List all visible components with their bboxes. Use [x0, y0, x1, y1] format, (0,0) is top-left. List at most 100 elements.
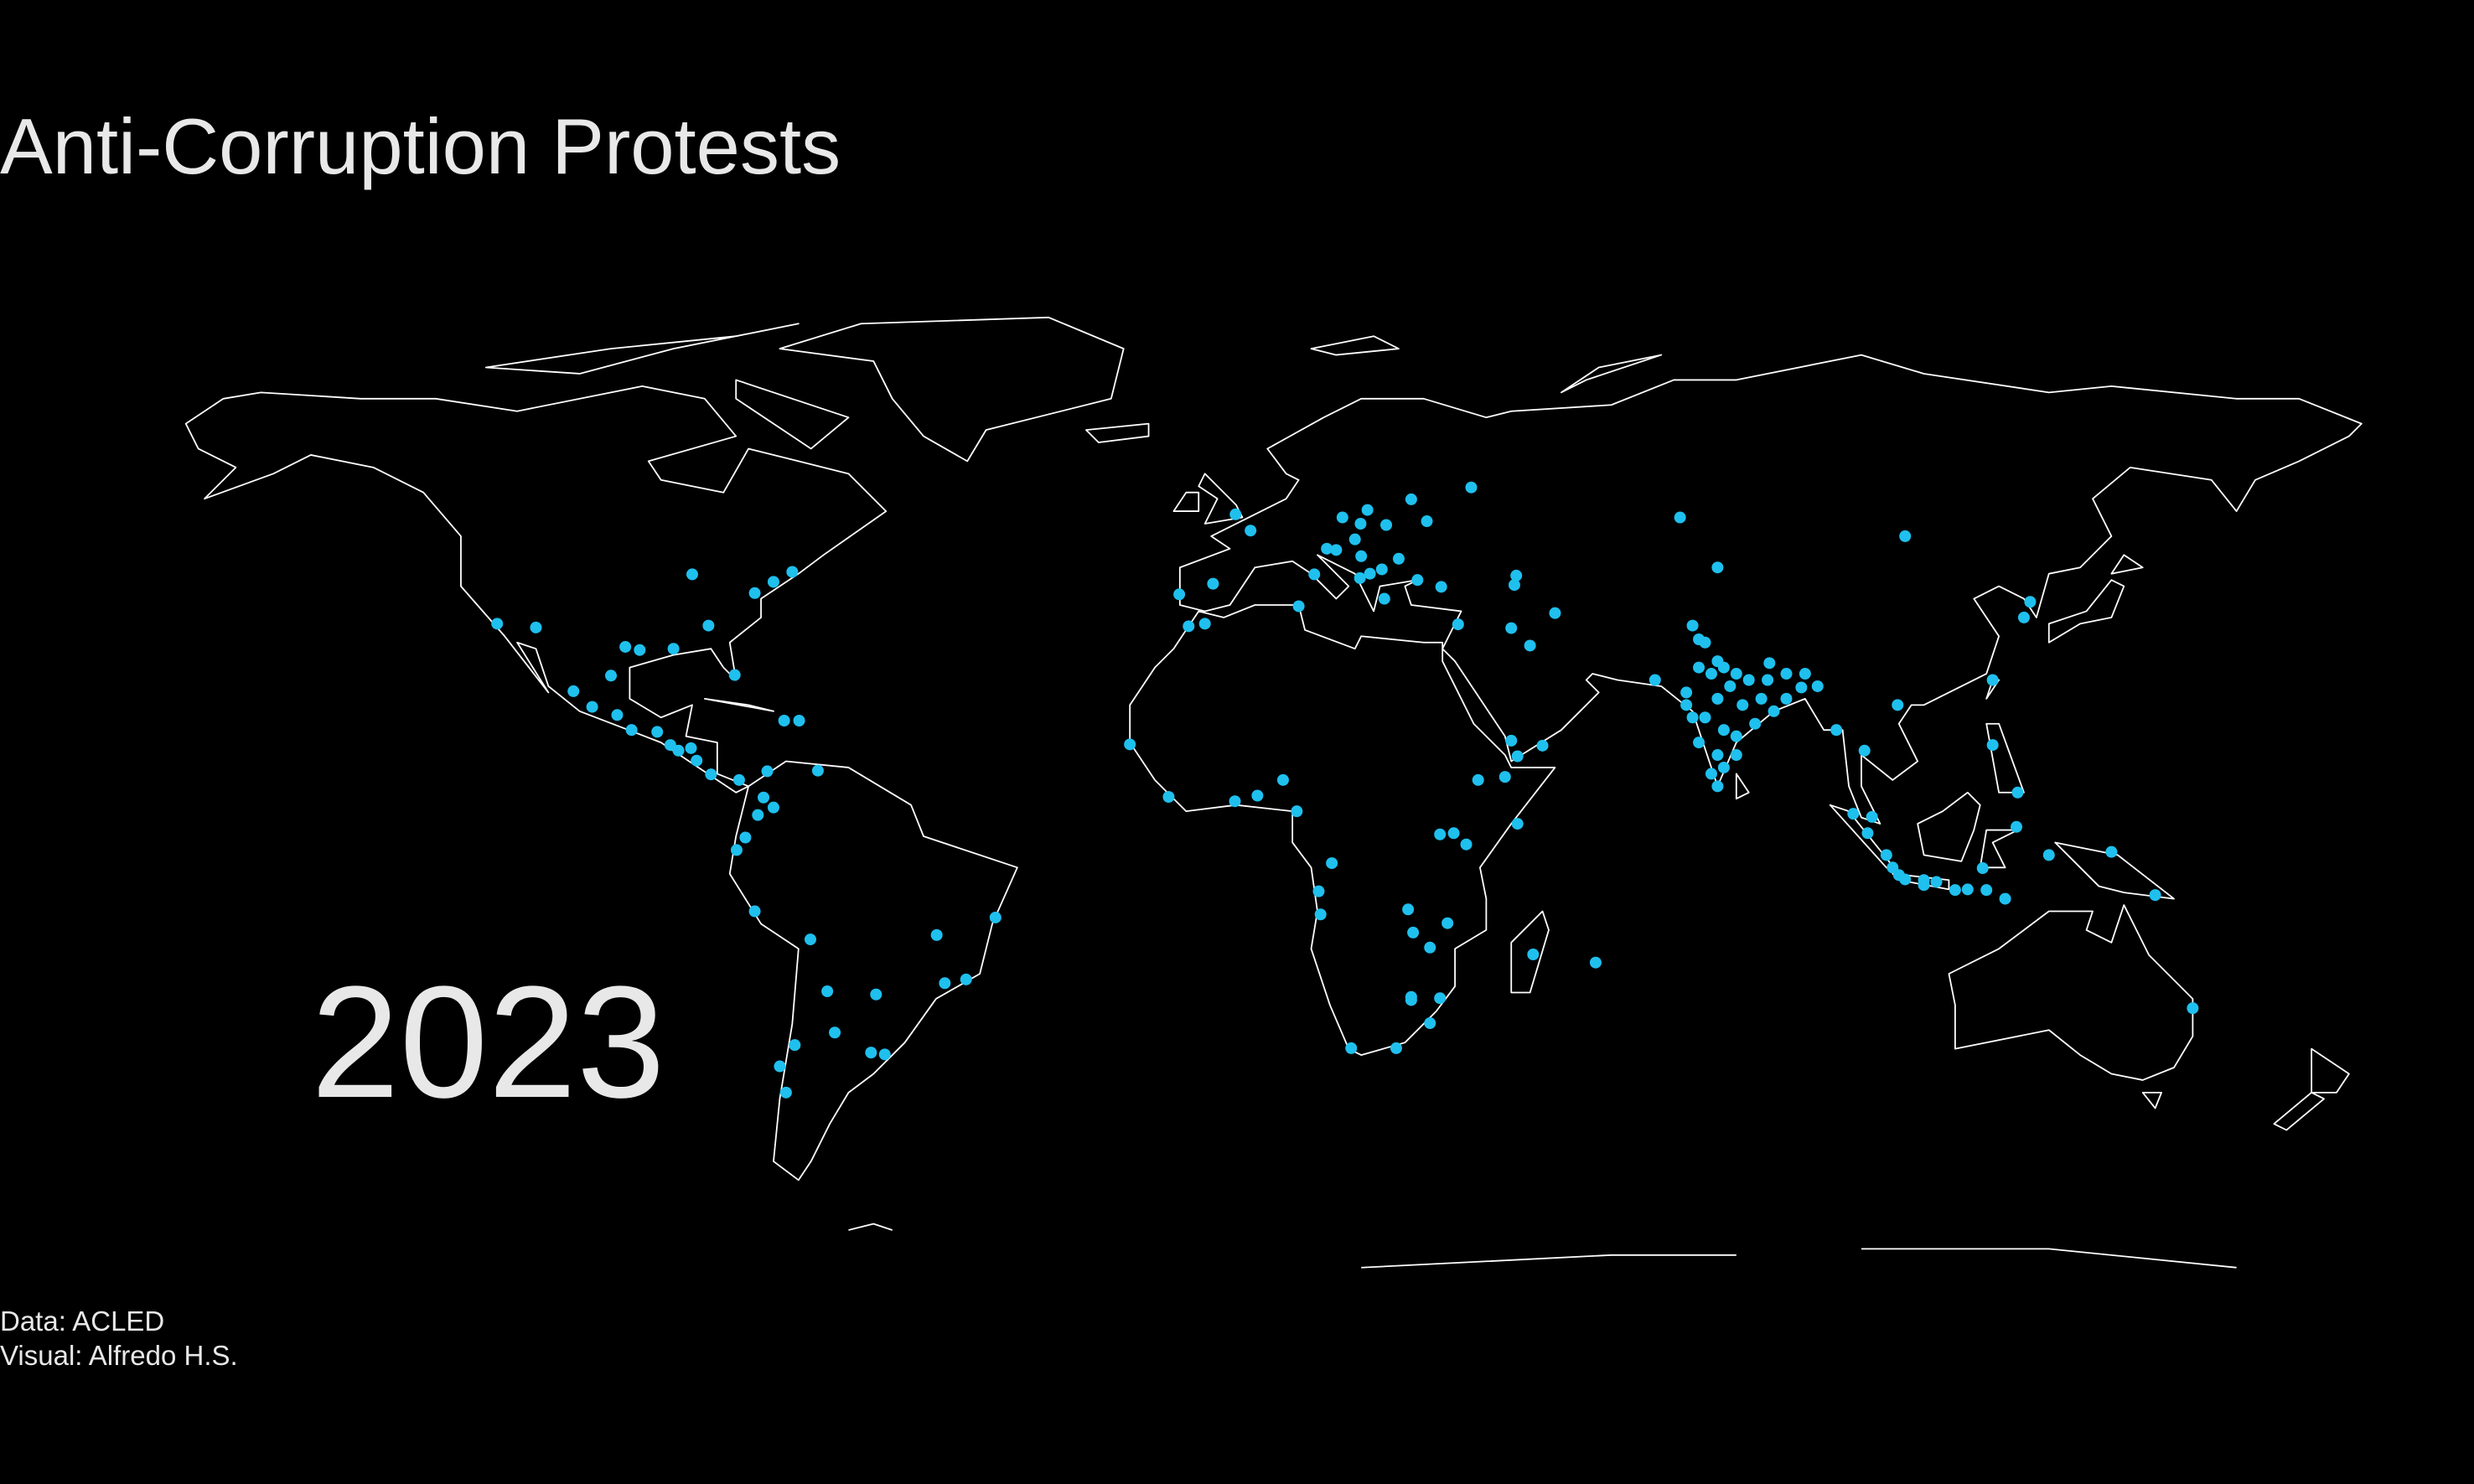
protest-event: [1711, 561, 1724, 574]
antarctica: [848, 1224, 892, 1230]
protest-event: [728, 669, 741, 681]
protest-event: [1930, 876, 1943, 888]
protest-event: [691, 754, 703, 767]
svalbard: [1312, 336, 1399, 354]
protest-event: [1402, 903, 1415, 916]
protest-event: [1447, 827, 1460, 840]
protest-event: [1866, 810, 1878, 823]
protest-event: [1336, 511, 1348, 524]
borneo: [1918, 793, 1980, 861]
protest-event: [611, 709, 624, 721]
protest-event: [1780, 692, 1793, 705]
protest-event: [2042, 849, 2055, 861]
protest-event: [778, 714, 790, 726]
protest-event: [1811, 680, 1824, 692]
protest-event: [1736, 699, 1749, 711]
protest-event: [1498, 771, 1511, 783]
protest-event: [1312, 885, 1325, 897]
protest-event: [767, 801, 779, 814]
protest-event: [1405, 493, 1417, 505]
protest-event: [586, 701, 598, 713]
protest-event: [1674, 511, 1686, 524]
protest-event: [1589, 956, 1602, 969]
protest-event: [1680, 686, 1693, 699]
britain: [1198, 473, 1242, 524]
protest-event: [1961, 883, 1974, 896]
protest-event: [2105, 845, 2118, 858]
protest-event: [804, 933, 816, 946]
protest-event: [1314, 908, 1327, 921]
protest-event: [1861, 827, 1874, 840]
protest-event: [1730, 730, 1742, 742]
event-layer: [491, 481, 2199, 1099]
antarctica: [1861, 1249, 2237, 1267]
protest-event: [1763, 657, 1776, 670]
protest-event: [1536, 739, 1549, 752]
protest-event: [1326, 857, 1338, 870]
protest-event: [1899, 873, 1912, 886]
protest-event: [1880, 849, 1892, 861]
protest-event: [1705, 668, 1717, 680]
protest-event: [1355, 550, 1368, 562]
philippines: [1986, 724, 2024, 793]
protest-event: [1354, 518, 1367, 530]
protest-event: [1380, 519, 1393, 531]
sri-lanka: [1736, 773, 1749, 799]
protest-event: [1441, 917, 1454, 929]
protest-event: [1999, 892, 2011, 905]
protest-event: [1392, 552, 1405, 565]
hokkaido: [2111, 555, 2142, 573]
protest-event: [1680, 699, 1693, 711]
protest-event: [1711, 749, 1724, 762]
protest-event: [705, 768, 717, 781]
protest-event: [1887, 861, 1899, 874]
protest-event: [732, 773, 745, 786]
protest-event: [491, 618, 504, 630]
protest-event: [748, 905, 761, 918]
protest-event: [1686, 619, 1699, 632]
protest-event: [1292, 600, 1305, 613]
arctic-islands: [486, 323, 799, 374]
protest-event: [1762, 674, 1774, 686]
protest-event: [1405, 990, 1417, 1003]
protest-event: [1245, 525, 1257, 537]
iceland: [1086, 424, 1149, 442]
protest-event: [702, 619, 715, 632]
protest-event: [1693, 633, 1705, 646]
protest-event: [2011, 820, 2023, 833]
protest-event: [870, 988, 882, 1001]
protest-event: [1730, 668, 1742, 680]
new-zealand-north: [2311, 1049, 2349, 1093]
protest-event: [793, 714, 805, 726]
protest-event: [634, 644, 646, 656]
protest-event: [1505, 734, 1518, 747]
protest-event: [1330, 544, 1343, 556]
credit: Data: ACLED: [0, 1306, 164, 1337]
protest-event: [1321, 542, 1333, 555]
protest-event: [865, 1047, 877, 1059]
protest-event: [1452, 618, 1464, 631]
protest-event: [1742, 674, 1755, 686]
africa: [1130, 605, 1555, 1055]
protest-event: [1460, 838, 1472, 851]
protest-event: [1390, 1042, 1402, 1054]
protest-event: [1918, 879, 1930, 892]
protest-event: [1847, 808, 1860, 820]
world-map: [186, 318, 2362, 1268]
protest-event: [1411, 574, 1424, 587]
protest-event: [1693, 661, 1705, 674]
protest-event: [2017, 611, 2030, 623]
madagascar: [1511, 912, 1549, 993]
protest-event: [1730, 749, 1742, 762]
protest-event: [1229, 795, 1241, 808]
protest-event: [1686, 711, 1699, 724]
protest-event: [758, 791, 770, 804]
protest-event: [1899, 530, 1912, 542]
protest-event: [752, 809, 764, 821]
protest-event: [1353, 571, 1366, 584]
protest-event: [2187, 1002, 2199, 1015]
protest-event: [686, 568, 698, 581]
protest-event: [1183, 620, 1195, 633]
protest-event: [1348, 533, 1361, 546]
